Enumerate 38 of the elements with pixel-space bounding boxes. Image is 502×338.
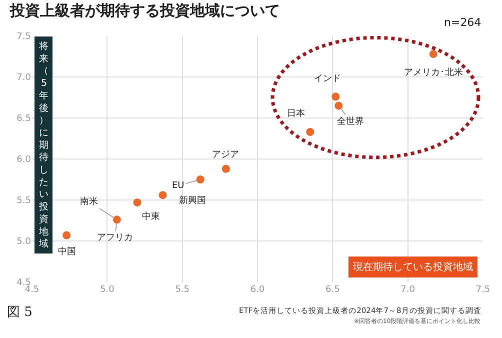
x-tick-label: 7.0 <box>400 285 416 295</box>
point <box>62 231 71 240</box>
y-tick-label: 6.5 <box>16 114 31 124</box>
annotation: アメリカ･北米 <box>404 67 463 78</box>
y-tick-label: 5.5 <box>16 196 31 206</box>
point <box>332 92 340 101</box>
point <box>429 50 438 58</box>
y-tick-label: 6.0 <box>16 155 32 166</box>
point <box>222 164 230 173</box>
x-tick-label: 6.0 <box>250 285 265 295</box>
x-tick-label: 7.5 <box>476 285 490 295</box>
annotation: 日本 <box>287 108 305 119</box>
x-tick-label: 5.5 <box>175 285 190 295</box>
annotation: 南米 <box>80 196 98 207</box>
caption: 図 5 <box>7 305 32 320</box>
point <box>334 102 343 110</box>
point <box>112 216 121 224</box>
point <box>306 128 314 136</box>
y-tick-label: 7.5 <box>16 32 31 42</box>
text: n=264 <box>444 16 482 29</box>
y-tick-label: 7.0 <box>16 73 32 84</box>
point <box>196 176 204 184</box>
annotation: アジア <box>212 150 239 160</box>
annotation: アフリカ <box>97 233 133 243</box>
y-tick-label: 5.0 <box>16 237 32 248</box>
text: 将来（5年後）に期待したい投資地域 <box>39 41 49 250</box>
point <box>133 198 142 206</box>
annotation: 中東 <box>142 211 160 222</box>
point <box>158 191 167 200</box>
annotation: EU <box>172 181 184 191</box>
annotation: インド <box>314 74 341 84</box>
chart-title: 投資上級者が期待する投資地域について <box>9 2 280 20</box>
annotation: 全世界 <box>337 116 364 127</box>
annotation: 新興国 <box>179 195 206 206</box>
annotation: 中国 <box>58 246 76 257</box>
x-axis-title: 現在期待している投資地域 <box>353 261 473 273</box>
x-tick-label: 6.5 <box>326 285 340 295</box>
x-tick-label: 5.0 <box>100 285 115 295</box>
